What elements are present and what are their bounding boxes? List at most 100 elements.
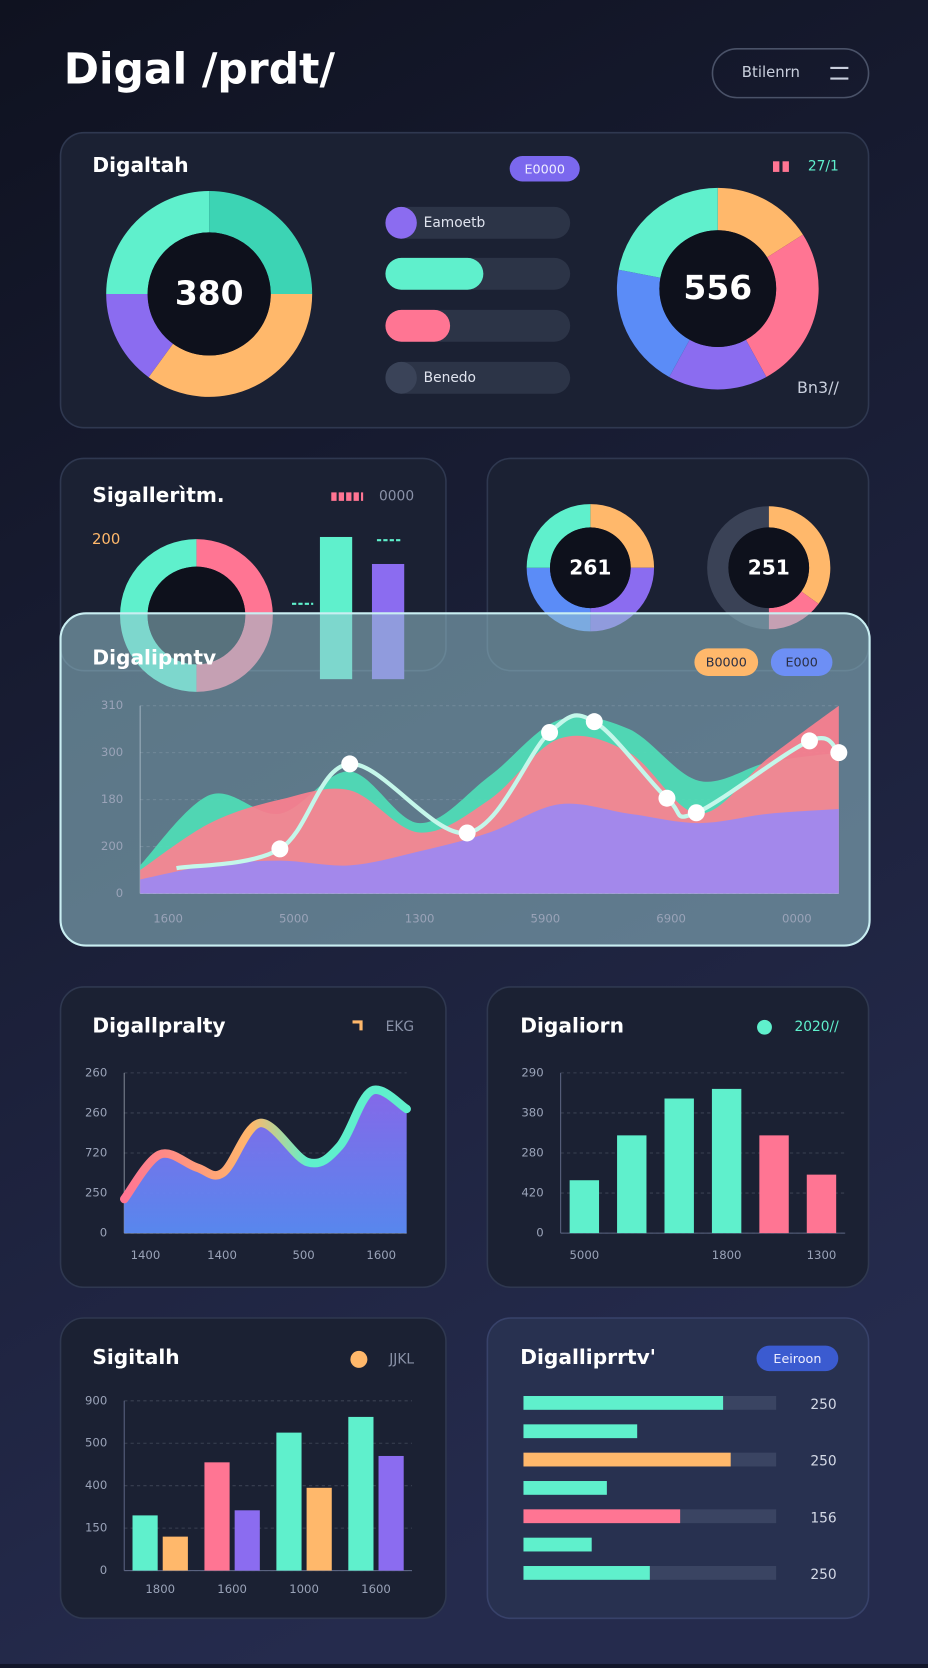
page-title: Digal /prdt/ (64, 46, 336, 95)
y-tick-label: 500 (85, 1436, 107, 1450)
progress-bar (385, 206, 417, 239)
bar (523, 1481, 607, 1495)
y-tick-label: 0 (100, 1563, 107, 1577)
menu-icon (830, 66, 849, 80)
chart: 261 (526, 504, 655, 632)
chart-title: Digaltah (92, 153, 188, 177)
y-tick-label: 260 (85, 1105, 107, 1119)
line-marker (687, 804, 705, 822)
y-tick-label: 200 (101, 839, 123, 853)
y-tick-label: 290 (521, 1065, 543, 1079)
x-tick-label: 1600 (153, 912, 183, 926)
x-tick-label: 5900 (531, 912, 561, 926)
chart: 380 Digaltah E0000 (92, 153, 580, 397)
donut-segment (618, 187, 718, 278)
donut-hole (147, 232, 271, 356)
y-tick-label: 280 (521, 1145, 543, 1159)
chart: 0 250 720 260 260 1400 1400 500 1600 Digallpralty… (85, 1014, 414, 1262)
chart: 0 200 180 300 310 1600 5000 1300 5900 6900 0000 Dig… (92, 646, 848, 926)
donut-segment (526, 504, 591, 568)
y-tick-label: 250 (85, 1186, 107, 1200)
donut-segment (707, 506, 769, 630)
side-label: 250 (810, 1567, 836, 1583)
x-tick-label: 1600 (361, 1582, 391, 1596)
y-tick-label: 420 (521, 1186, 543, 1200)
x-tick-label: 1800 (145, 1582, 175, 1596)
badge-label: Eeiroon (773, 1352, 821, 1367)
legend-icon (352, 1020, 363, 1031)
badge-label: B0000 (706, 656, 747, 671)
x-tick-label: 1400 (131, 1248, 161, 1262)
bar (162, 1536, 188, 1571)
chart: 0 150 400 500 900 1800 1600 1000 1600 Sigitalh JJK… (85, 1345, 414, 1596)
chart: 556 27/1 Bn3// (616, 159, 839, 397)
y-tick-label: 720 (85, 1145, 107, 1159)
x-tick-label: 500 (292, 1248, 314, 1262)
menu-button[interactable] (711, 48, 870, 99)
progress-track (385, 361, 571, 394)
bar (569, 1180, 600, 1234)
legend-label: EKG (386, 1019, 414, 1035)
bar (711, 1088, 742, 1234)
side-label: 156 (810, 1510, 836, 1526)
donut-segment (669, 339, 767, 390)
legend-dash (291, 539, 401, 605)
chart-title: Sigitalh (92, 1345, 179, 1369)
y-tick-label: 150 (85, 1521, 107, 1535)
y-tick-label: 0 (100, 1226, 107, 1240)
x-tick-label: 0000 (782, 912, 812, 926)
progress-label: Benedo (424, 370, 476, 386)
x-tick-label: 1600 (366, 1248, 396, 1262)
bar (664, 1098, 694, 1234)
chart: 0 420 280 380 290 5000 1800 1300 Digaliorn 2020// (520, 1014, 846, 1262)
bar (378, 1455, 404, 1571)
legend-swatch (782, 161, 789, 172)
donut-segment (717, 187, 803, 258)
center-label: 251 (748, 555, 790, 579)
side-label: 250 (810, 1397, 836, 1413)
donut-segment (148, 293, 313, 397)
bar (523, 1396, 724, 1410)
bar (523, 1509, 681, 1524)
chart-title: Digalliprrtv' (520, 1345, 656, 1369)
y-tick-label: 0 (536, 1226, 543, 1240)
badge-label: E0000 (524, 162, 564, 177)
y-tick-label: 310 (101, 698, 123, 712)
line-marker (458, 824, 476, 842)
bar (234, 1510, 260, 1571)
chart: 250 250 156 250 Digalliprrtv' Eeiroon (520, 1345, 839, 1583)
y-tick-label: 400 (85, 1478, 107, 1492)
legend-label: 0000 (379, 489, 414, 505)
legend-dot (350, 1350, 368, 1368)
donut-segment (616, 269, 690, 377)
x-tick-label: 1300 (807, 1248, 837, 1262)
side-label: 250 (810, 1454, 836, 1470)
line-marker (830, 744, 848, 762)
line-marker (341, 755, 359, 773)
x-tick-label: 1800 (712, 1248, 742, 1262)
bar (348, 1416, 374, 1571)
donut-segment (590, 504, 655, 568)
donut-segment (745, 234, 819, 377)
progress-bar (385, 309, 451, 342)
bar (523, 1537, 592, 1552)
center-label: 556 (683, 268, 752, 307)
bar (523, 1452, 731, 1467)
donut-hole (659, 230, 777, 348)
area (124, 1089, 407, 1234)
x-tick-label: 1600 (217, 1582, 247, 1596)
y-tick-label: 260 (85, 1065, 107, 1079)
donut-hole (728, 527, 810, 609)
badge (770, 648, 833, 676)
badge (756, 1345, 839, 1372)
chart-title: Digallpralty (92, 1014, 225, 1038)
x-tick-label: 1300 (405, 912, 435, 926)
chart: Eamoetb Benedo (385, 206, 571, 394)
badge (509, 155, 580, 182)
note: Bn3// (797, 378, 839, 397)
badge (694, 648, 759, 676)
menu-button-label[interactable]: Btilenrn (742, 63, 800, 81)
progress-bar (385, 257, 484, 290)
chart-title: Digaliorn (520, 1014, 624, 1038)
x-tick-label: 1400 (207, 1248, 237, 1262)
